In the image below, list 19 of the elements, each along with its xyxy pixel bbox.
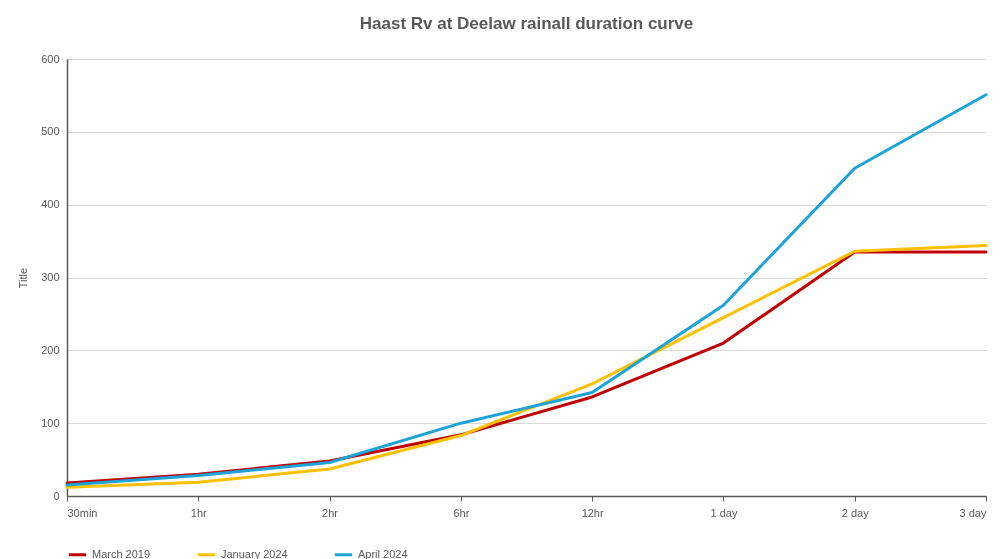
x-tick-label: 1 day <box>710 506 738 519</box>
x-tick-label: 2hr <box>322 506 339 519</box>
y-tick-label: 200 <box>41 343 60 356</box>
x-tick-label: 12hr <box>581 506 604 519</box>
chart-title: Haast Rv at Deelaw rainall duration curve <box>359 14 694 33</box>
y-tick-label: 300 <box>41 271 60 283</box>
y-axis-title: Title <box>17 267 30 289</box>
x-tick-label: 30min <box>67 506 98 519</box>
y-tick-label: 100 <box>41 416 60 429</box>
y-tick-label: 400 <box>41 198 60 211</box>
x-tick-label: 1hr <box>190 506 208 519</box>
y-tick-label: 600 <box>41 52 60 65</box>
x-tick-label: 2 day <box>841 506 870 519</box>
x-tick-label: 6hr <box>453 506 470 519</box>
x-tick-label: 3 day <box>959 506 987 519</box>
line-series <box>65 93 988 487</box>
legend-label: March 2019 <box>92 547 151 559</box>
y-tick-label: 500 <box>41 125 60 138</box>
y-tick-label: 0 <box>53 489 60 502</box>
